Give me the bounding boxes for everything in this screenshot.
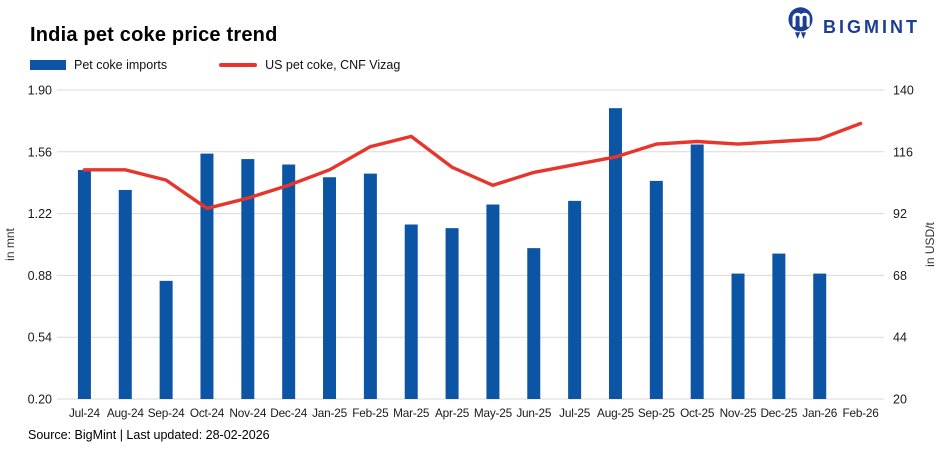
x-axis-label: Jul-24 bbox=[69, 406, 101, 420]
bar-Jun-25 bbox=[527, 248, 541, 399]
bar-Feb-25 bbox=[363, 173, 377, 399]
x-axis-label: Feb-25 bbox=[352, 406, 389, 420]
left-axis-tick-label: 0.54 bbox=[28, 331, 52, 345]
right-axis-tick-label: 68 bbox=[893, 269, 907, 283]
legend-label-price: US pet coke, CNF Vizag bbox=[265, 58, 401, 72]
x-axis-label: Sep-24 bbox=[148, 406, 185, 420]
bigmint-logo: BIGMINT bbox=[785, 6, 920, 48]
bar-Nov-24 bbox=[241, 159, 255, 399]
bar-Jan-25 bbox=[323, 177, 337, 399]
x-axis-label: Feb-26 bbox=[842, 406, 879, 420]
bar-May-25 bbox=[486, 204, 500, 399]
bar-Dec-25 bbox=[772, 253, 786, 399]
left-axis-tick-label: 1.56 bbox=[28, 145, 52, 159]
line-swatch-icon bbox=[219, 63, 258, 67]
x-axis-label: May-25 bbox=[474, 406, 513, 420]
bigmint-logo-icon bbox=[785, 6, 816, 48]
left-axis-title: in mnt bbox=[3, 228, 17, 261]
x-axis-label: Jun-25 bbox=[516, 406, 552, 420]
x-axis-label: Aug-25 bbox=[597, 406, 634, 420]
chart-legend: Pet coke imports US pet coke, CNF Vizag bbox=[30, 58, 400, 72]
x-axis-label: Mar-25 bbox=[393, 406, 430, 420]
x-axis-label: Jan-25 bbox=[312, 406, 348, 420]
x-axis-label: Oct-24 bbox=[190, 406, 225, 420]
left-axis-tick-label: 1.22 bbox=[28, 207, 52, 221]
bar-Oct-25 bbox=[690, 144, 704, 399]
bar-Dec-24 bbox=[282, 164, 296, 399]
bar-Jul-24 bbox=[77, 169, 91, 399]
bar-Mar-25 bbox=[404, 224, 418, 399]
legend-item-price: US pet coke, CNF Vizag bbox=[219, 58, 400, 72]
right-axis-tick-label: 92 bbox=[893, 207, 907, 221]
x-axis-label: Dec-25 bbox=[760, 406, 797, 420]
x-axis-label: Jul-25 bbox=[559, 406, 591, 420]
x-axis-label: Sep-25 bbox=[638, 406, 675, 420]
left-axis-tick-label: 1.90 bbox=[28, 84, 52, 98]
legend-item-imports: Pet coke imports bbox=[30, 58, 167, 72]
bar-swatch-icon bbox=[30, 60, 66, 70]
legend-label-imports: Pet coke imports bbox=[74, 58, 168, 72]
source-note: Source: BigMint | Last updated: 28-02-20… bbox=[28, 428, 270, 442]
right-axis-tick-label: 140 bbox=[893, 84, 914, 98]
x-axis-label: Jan-26 bbox=[802, 406, 838, 420]
bar-Sep-24 bbox=[159, 280, 173, 399]
left-axis-tick-label: 0.88 bbox=[28, 269, 52, 283]
right-axis-tick-label: 20 bbox=[893, 393, 907, 407]
bar-Jan-26 bbox=[813, 273, 827, 399]
bar-Sep-25 bbox=[649, 180, 663, 399]
bar-Nov-25 bbox=[731, 273, 745, 399]
x-axis-label: Apr-25 bbox=[435, 406, 470, 420]
bar-Jul-25 bbox=[568, 200, 582, 399]
bar-Oct-24 bbox=[200, 153, 214, 399]
x-axis-label: Nov-24 bbox=[229, 406, 266, 420]
page-title: India pet coke price trend bbox=[30, 24, 278, 46]
bar-Aug-24 bbox=[118, 189, 132, 399]
bar-Aug-25 bbox=[608, 108, 622, 400]
price-line bbox=[82, 121, 863, 211]
x-axis-label: Aug-24 bbox=[107, 406, 144, 420]
bigmint-logo-text: BIGMINT bbox=[823, 16, 920, 37]
x-axis-label: Dec-24 bbox=[270, 406, 307, 420]
right-axis-title: in USD/t bbox=[923, 222, 937, 267]
x-axis-label: Nov-25 bbox=[720, 406, 757, 420]
right-axis-tick-label: 116 bbox=[893, 145, 913, 159]
left-axis-tick-label: 0.20 bbox=[28, 393, 52, 407]
right-axis-tick-label: 44 bbox=[893, 331, 907, 345]
bar-Apr-25 bbox=[445, 228, 459, 399]
x-axis-label: Oct-25 bbox=[680, 406, 715, 420]
